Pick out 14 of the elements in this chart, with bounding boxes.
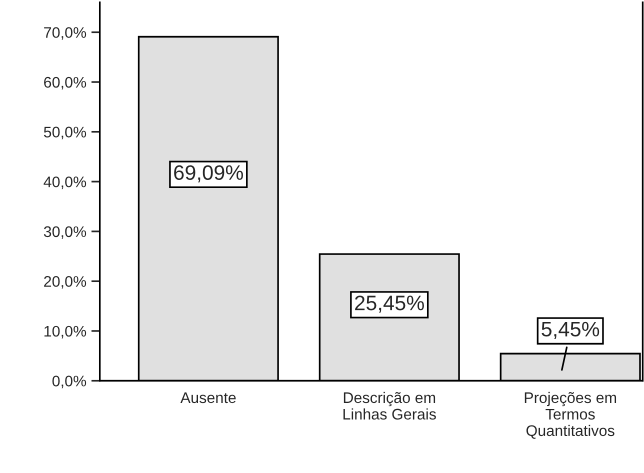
y-tick-label: 30,0%	[44, 226, 86, 239]
y-tick-label: 0,0%	[52, 376, 86, 388]
x-tick-label: Projeções em Termos Quantitativos	[524, 392, 616, 439]
y-tick-label: 40,0%	[44, 176, 86, 190]
y-tick-label: 10,0%	[44, 326, 86, 338]
y-tick-label: 70,0%	[44, 27, 86, 40]
y-tick-label: 50,0%	[44, 126, 86, 140]
y-tick-label: 20,0%	[44, 276, 86, 289]
data-label: 25,45%	[355, 296, 424, 313]
data-label: 69,09%	[174, 165, 243, 182]
x-tick-label: Ausente	[180, 392, 236, 404]
data-label: 5,45%	[542, 322, 600, 339]
x-tick-label: Descrição em Linhas Gerais	[343, 392, 436, 420]
y-tick-label: 60,0%	[44, 76, 86, 90]
